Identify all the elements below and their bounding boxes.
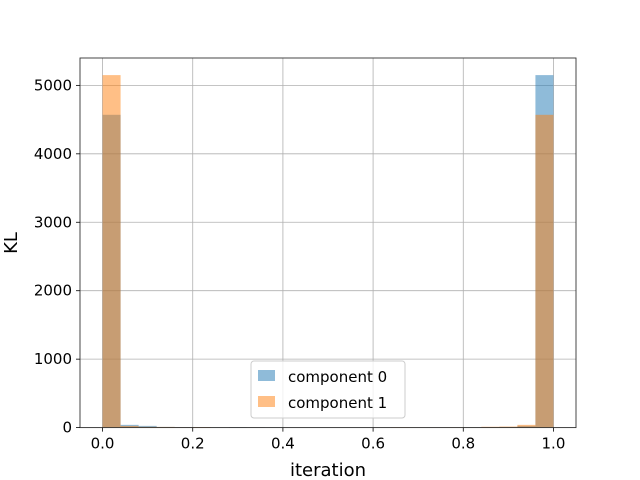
histogram-bar-component-1: [517, 424, 536, 428]
plot-frame: [79, 57, 577, 429]
y-tick-label: 3000: [34, 213, 72, 231]
y-tick-label: 5000: [34, 76, 72, 94]
x-axis-title: iteration: [290, 460, 366, 480]
histogram-bar-component-1: [499, 426, 518, 428]
legend-label-component-0: component 0: [288, 368, 387, 386]
histogram-bar-component-1: [120, 425, 139, 428]
x-tick-label: 0.0: [91, 435, 115, 453]
x-tick-label: 1.0: [542, 435, 566, 453]
histogram-bar-component-1: [535, 114, 554, 428]
histogram-bar-component-0: [138, 425, 157, 428]
x-tick-label: 0.8: [451, 435, 475, 453]
legend: component 0 component 1: [250, 360, 406, 419]
y-tick-label: 1000: [34, 350, 72, 368]
grid-layer: [80, 58, 576, 429]
x-tick-label: 0.6: [361, 435, 385, 453]
histogram-bar-component-1: [102, 75, 121, 428]
y-tick-label: 4000: [34, 145, 72, 163]
legend-label-component-1: component 1: [288, 394, 387, 412]
y-tick-label: 2000: [34, 282, 72, 300]
y-tick-label: 0: [62, 419, 72, 437]
y-axis-title: KL: [1, 232, 22, 254]
legend-frame: [250, 360, 406, 419]
legend-swatch-component-0: [258, 370, 275, 381]
bars-layer: [102, 75, 554, 428]
ticks-layer: 0.0 0.2 0.4 0.6 0.8 1.0 0 1000 2000 3000 4000 5000: [34, 76, 566, 452]
x-tick-label: 0.2: [181, 435, 205, 453]
legend-swatch-component-1: [258, 396, 275, 407]
x-tick-label: 0.4: [271, 435, 295, 453]
